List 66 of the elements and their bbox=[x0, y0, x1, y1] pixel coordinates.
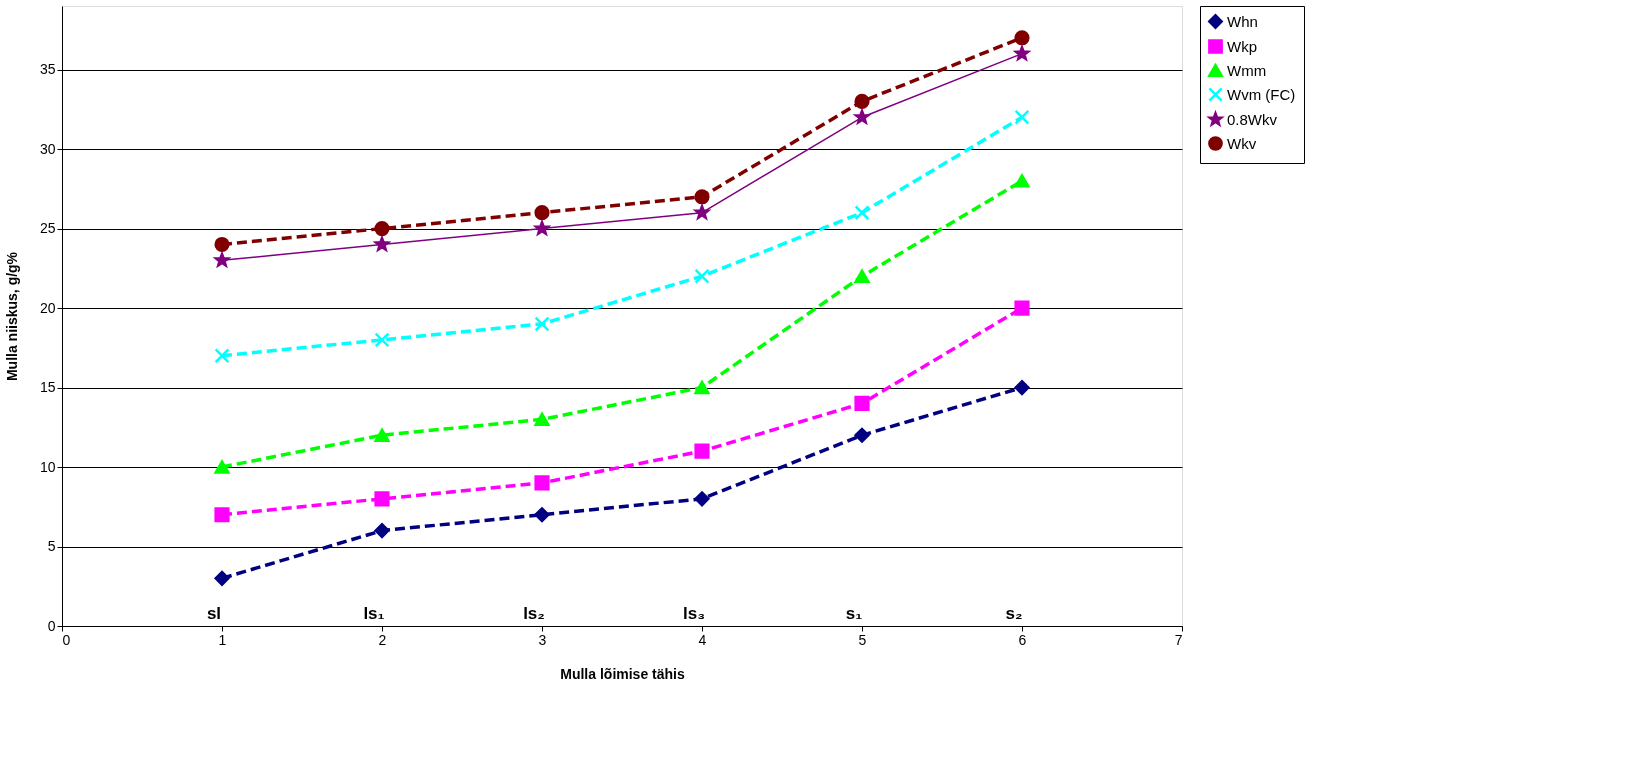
point bbox=[374, 221, 390, 237]
point bbox=[854, 93, 870, 109]
legend-label: Wkv bbox=[1227, 134, 1257, 152]
legend-label: Wmm bbox=[1227, 61, 1267, 79]
point bbox=[1014, 174, 1030, 188]
y-tick-label: 35 bbox=[39, 61, 56, 78]
point bbox=[854, 205, 870, 221]
x-tick-label: 6 bbox=[1018, 631, 1027, 648]
y-axis-title: Mulla niiskus, g/g% bbox=[3, 251, 20, 382]
x-axis-title: Mulla lõimise tähis bbox=[560, 665, 685, 682]
annotation: ls₂ bbox=[523, 604, 545, 623]
annotation: ls₁ bbox=[363, 604, 385, 623]
x-tick-label: 1 bbox=[218, 631, 227, 648]
point bbox=[374, 491, 390, 507]
y-tick-label: 5 bbox=[47, 538, 56, 555]
point bbox=[1014, 379, 1030, 396]
x-tick-label: 2 bbox=[378, 631, 387, 648]
point bbox=[534, 412, 550, 427]
point bbox=[692, 204, 712, 221]
point bbox=[534, 507, 550, 523]
legend-label: 0.8Wkv bbox=[1227, 110, 1278, 128]
point bbox=[1014, 30, 1030, 46]
point bbox=[852, 108, 872, 126]
x-tick-label: 0 bbox=[62, 631, 71, 648]
y-tick-label: 20 bbox=[39, 299, 56, 316]
legend-label: Wvm (FC) bbox=[1227, 85, 1296, 103]
point bbox=[854, 427, 870, 443]
point bbox=[1014, 300, 1030, 316]
point bbox=[534, 316, 550, 332]
annotation: s₂ bbox=[1005, 604, 1023, 623]
x-tick-label: 7 bbox=[1174, 631, 1183, 648]
y-tick-label: 30 bbox=[39, 140, 56, 157]
point bbox=[374, 332, 390, 348]
point bbox=[534, 475, 550, 491]
y-tick-label: 0 bbox=[47, 617, 56, 634]
point bbox=[1012, 45, 1032, 62]
point bbox=[374, 428, 390, 442]
point bbox=[214, 348, 230, 364]
point bbox=[854, 395, 870, 412]
y-tick-label: 25 bbox=[39, 220, 56, 237]
point bbox=[214, 570, 230, 586]
x-tick-label: 5 bbox=[858, 631, 867, 648]
point bbox=[1014, 109, 1030, 125]
annotation: sl bbox=[206, 604, 222, 623]
point bbox=[854, 269, 870, 283]
legend-label: Wkp bbox=[1227, 37, 1257, 55]
point bbox=[214, 460, 230, 474]
point bbox=[372, 236, 392, 253]
point bbox=[532, 220, 552, 237]
point bbox=[214, 507, 230, 523]
point bbox=[694, 268, 710, 284]
point bbox=[214, 236, 230, 253]
annotation: s₁ bbox=[845, 604, 863, 623]
point bbox=[694, 443, 710, 459]
point bbox=[694, 491, 710, 507]
point bbox=[374, 523, 390, 539]
y-tick-label: 15 bbox=[39, 379, 56, 396]
y-tick-label: 10 bbox=[39, 458, 56, 475]
annotation: ls₃ bbox=[682, 604, 706, 623]
point bbox=[694, 380, 710, 395]
x-tick-label: 3 bbox=[538, 631, 547, 648]
point bbox=[212, 251, 232, 269]
point bbox=[694, 189, 710, 205]
legend-label: Whn bbox=[1227, 12, 1258, 30]
point bbox=[534, 205, 550, 221]
x-tick-label: 4 bbox=[698, 631, 707, 648]
